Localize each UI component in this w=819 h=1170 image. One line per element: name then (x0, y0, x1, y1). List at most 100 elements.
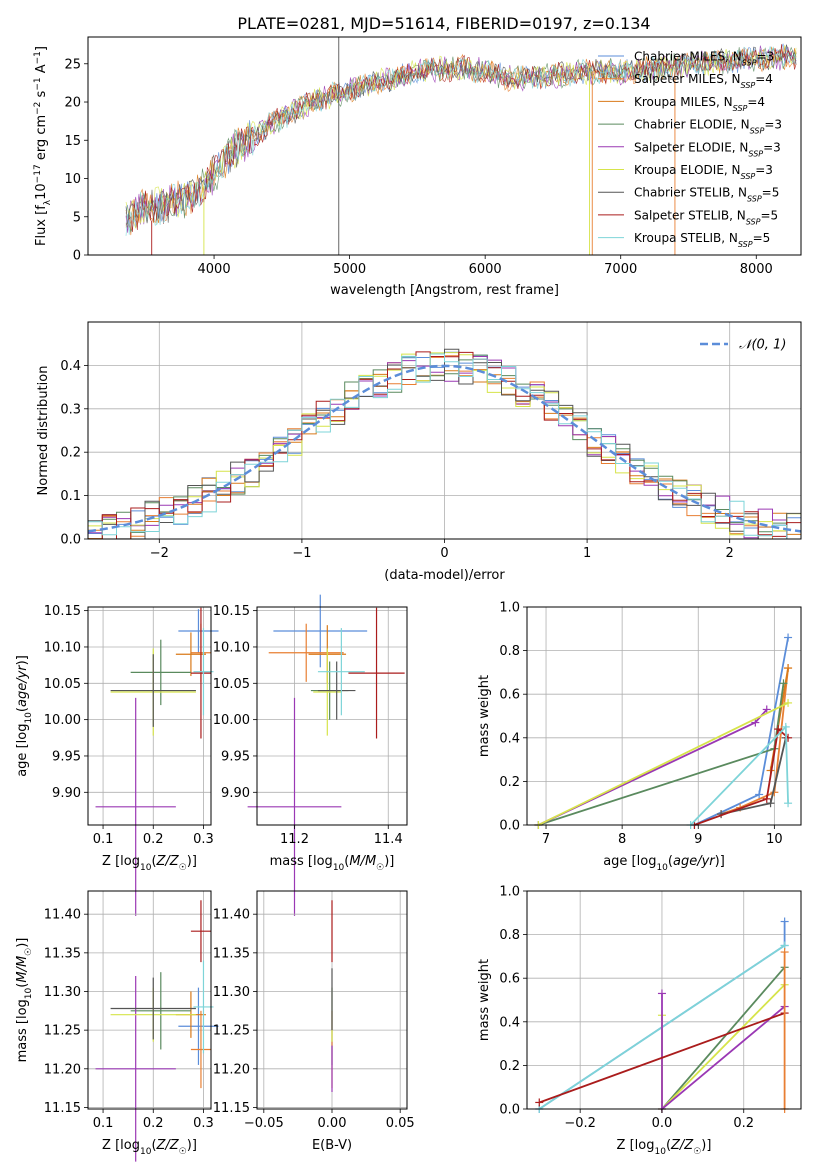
y-tick-label: 11.25 (213, 1024, 250, 1039)
legend-label: Kroupa MILES, NSSP=4 (634, 95, 765, 113)
y-axis-label: mass weight (477, 675, 492, 757)
label-part: )] (715, 854, 725, 869)
label-part: ☉ (24, 948, 34, 956)
x-axis-label: (data-model)/error (384, 568, 505, 583)
y-axis-label: age [log10(age/yr)] (15, 655, 34, 777)
legend-subscript: SSP (742, 58, 757, 67)
legend-suffix: =5 (760, 208, 778, 222)
legend-text: Kroupa MILES, N (634, 95, 733, 109)
y-tick-label: 11.30 (44, 985, 81, 1000)
label-part: M/M (349, 854, 376, 869)
y-tick-label: 10.05 (44, 677, 81, 692)
label-part: ( (151, 854, 156, 869)
x-tick-label: 0.1 (93, 1116, 114, 1131)
x-axis-label: mass [log10(M/M☉)] (270, 854, 395, 873)
axes: −2 −1 0 1 2 0.0 0.1 0.2 0.3 0.4 (data-model)/error… (36, 321, 802, 583)
legend-text: Salpeter MILES, N (634, 72, 741, 86)
label-part: −1 (33, 51, 43, 64)
axes: 11.2 11.4 9.90 9.95 10.00 10.05 10.10 10.15 mass… (213, 604, 408, 873)
x-axis-label: wavelength [Angstrom, rest frame] (330, 283, 559, 298)
axes-frame (256, 606, 408, 826)
y-tick-label: 25 (64, 57, 81, 72)
y-tick-label: 20 (64, 96, 81, 111)
axes-frame (256, 890, 408, 1110)
spectrum-line (125, 44, 797, 225)
spectrum-line (125, 45, 797, 229)
label-part: mass weight (477, 959, 492, 1041)
label-part: −1 (33, 77, 43, 90)
y-axis-label: Flux [fλ10−17 erg cm−2 s−1 A−1] (33, 46, 53, 246)
x-tick-label: 10 (766, 832, 783, 847)
y-tick-label: 11.40 (213, 908, 250, 923)
label-part: Z [log (102, 1138, 140, 1153)
axes: 4000 5000 6000 7000 8000 0 5 10 15 20 25 wavelength… (33, 36, 802, 298)
x-tick-label: −2 (150, 546, 169, 561)
label-part: ] (34, 46, 49, 51)
mass-weight-line (538, 1012, 785, 1104)
mass-weight-line (720, 667, 789, 815)
label-part: mass weight (477, 675, 492, 757)
label-part: wavelength [Angstrom, rest frame] (330, 283, 559, 298)
y-tick-label: 0.1 (60, 489, 81, 504)
x-tick-label: 1 (583, 546, 591, 561)
y-tick-label: 0.6 (499, 688, 520, 703)
legend-label: 𝒩(0, 1) (739, 338, 786, 353)
x-axis-label: age [log10(age/yr)] (603, 854, 725, 873)
y-tick-label: 0.2 (60, 446, 81, 461)
histogram-series (88, 353, 801, 539)
y-tick-label: 0.4 (60, 359, 81, 374)
y-tick-label: 11.20 (44, 1062, 81, 1077)
label-part: s (34, 90, 49, 101)
label-part: E(B-V) (312, 1138, 352, 1153)
x-tick-label: 0.05 (386, 1116, 415, 1131)
legend-subscript: SSP (748, 149, 763, 158)
label-part: ☉ (179, 863, 187, 873)
y-tick-label: 0.2 (499, 775, 520, 790)
spectrum-line (125, 46, 797, 236)
y-tick-label: 11.40 (44, 908, 81, 923)
axes-frame (87, 36, 802, 256)
label-part: A (34, 64, 49, 77)
label-part: Flux [f (34, 205, 49, 246)
label-part: 10 (24, 712, 34, 724)
x-tick-label: 7 (542, 832, 550, 847)
y-tick-label: 10.10 (213, 640, 250, 655)
x-tick-label: 0.0 (652, 1116, 673, 1131)
axes-frame (87, 321, 802, 540)
legend-text: Chabrier MILES, N (634, 50, 742, 64)
axes-frame (87, 890, 212, 1110)
legend-label: Salpeter ELODIE, NSSP=3 (634, 140, 781, 158)
x-tick-label: 0.3 (193, 832, 214, 847)
legend-subscript: SSP (738, 240, 753, 249)
label-part: M/M (15, 956, 30, 983)
y-tick-label: 5 (73, 210, 81, 225)
y-tick-label: 9.95 (52, 749, 81, 764)
label-part: 10 (654, 1147, 666, 1157)
mass-weight-vs-z-panel: −0.2 0.0 0.2 0.0 0.2 0.4 0.6 0.8 1.0 Z [log10(Z/Z… (477, 885, 802, 1157)
legend-suffix: =3 (756, 50, 774, 64)
y-tick-label: 0.4 (499, 731, 520, 746)
mass-weight-line (694, 727, 789, 826)
label-part: 10 (140, 1147, 152, 1157)
legend-subscript: SSP (741, 81, 756, 90)
x-tick-label: 0.00 (318, 1116, 347, 1131)
legend-label: Kroupa STELIB, NSSP=5 (634, 231, 770, 249)
legend-text: Salpeter ELODIE, N (634, 140, 748, 154)
x-tick-label: 7000 (604, 262, 637, 277)
legend-subscript: SSP (733, 103, 748, 112)
y-tick-label: 10.15 (44, 604, 81, 619)
y-tick-label: 10.00 (213, 713, 250, 728)
residual-histogram-panel: −2 −1 0 1 2 0.0 0.1 0.2 0.3 0.4 (data-model)/error… (36, 321, 802, 583)
plot-data (125, 37, 797, 255)
x-tick-label: 8 (618, 832, 626, 847)
legend-subscript: SSP (746, 217, 761, 226)
x-tick-label: 5000 (333, 262, 366, 277)
axes-frame (526, 890, 802, 1110)
legend-subscript: SSP (750, 126, 765, 135)
x-tick-label: 11.4 (374, 832, 403, 847)
grid (257, 607, 407, 825)
legend-suffix: =4 (755, 72, 773, 86)
